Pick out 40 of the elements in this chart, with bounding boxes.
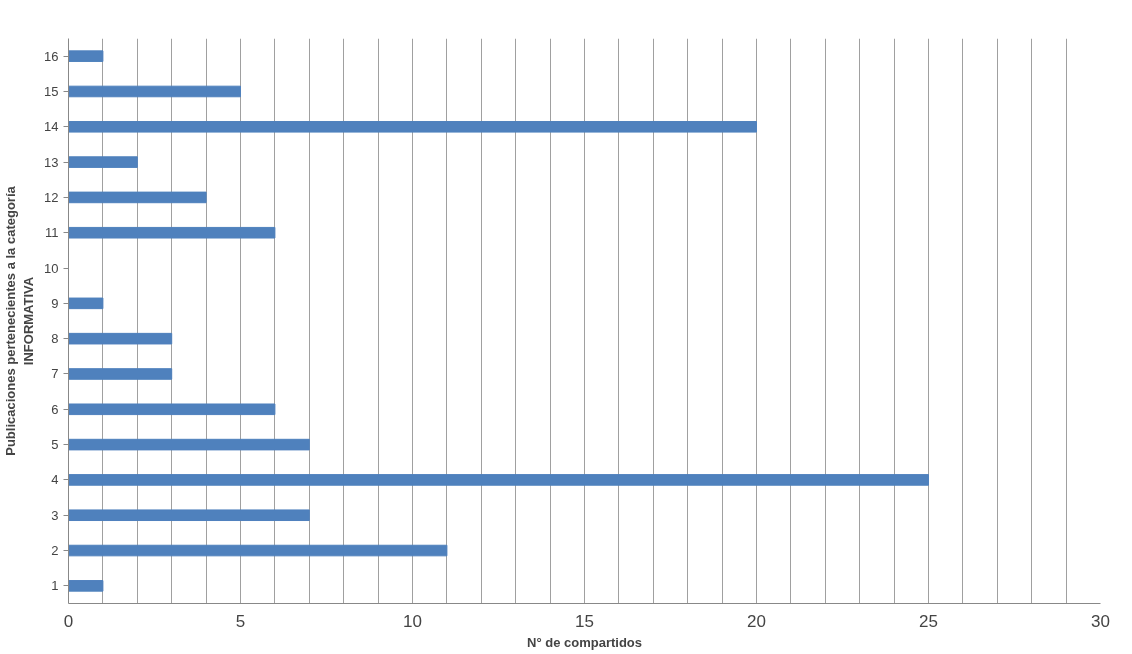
y-tick-label: 9 [51,295,59,311]
bar [68,297,104,310]
bar [68,332,173,345]
x-tick-label: 20 [747,611,766,631]
y-tick-label: 14 [44,119,59,135]
bar [68,368,173,380]
bar [68,156,138,168]
x-tick-label: 25 [919,611,938,631]
x-tick-label: 0 [63,611,74,631]
bar [68,474,929,486]
y-tick-label: 6 [51,401,59,417]
y-tick-label: 5 [51,437,59,453]
y-axis-title: Publicaciones pertenecientes a la categoría INFORMATIVA [3,185,37,456]
y-tick-label: 16 [44,48,59,64]
y-tick-label: 11 [45,225,59,241]
x-tick-label: 15 [575,611,594,631]
bar [68,120,757,133]
bar [68,191,207,204]
bar [68,403,276,416]
y-tick-label: 13 [44,154,59,170]
y-tick-label: 10 [44,260,59,276]
y-tick-label: 2 [51,543,59,559]
y-tick-label: 8 [51,331,59,347]
bar [68,85,241,98]
y-tick-label: 4 [51,472,59,488]
bar [68,438,310,451]
bar [68,226,276,239]
x-axis-title: N° de compartidos [527,634,642,650]
bar [68,580,104,592]
x-tick-label: 5 [235,611,246,631]
y-tick-label: 1 [51,578,59,594]
y-tick-label: 7 [51,366,59,382]
y-tick-label: 12 [44,189,59,205]
bar [68,50,104,62]
y-tick-label: 3 [51,507,59,523]
x-tick-label: 30 [1091,611,1110,631]
bar [68,509,310,522]
x-tick-label: 10 [403,611,422,631]
bar [68,544,448,557]
y-tick-label: 15 [44,83,59,99]
